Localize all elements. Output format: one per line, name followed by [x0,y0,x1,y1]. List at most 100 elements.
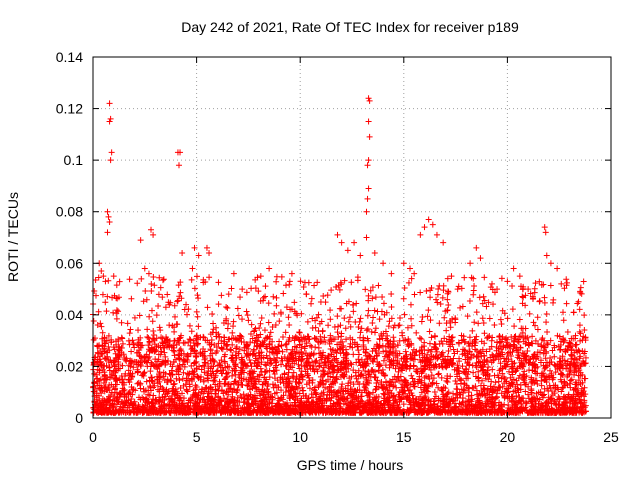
data-point [370,368,377,375]
data-point [299,373,306,380]
data-point [515,375,522,382]
data-point [580,278,587,285]
data-point [495,378,502,385]
data-point [181,407,188,414]
data-point [320,292,327,299]
data-point [338,330,345,337]
data-point [329,378,336,385]
data-point [398,384,405,391]
data-point [413,348,420,355]
data-point [229,367,236,374]
data-point [268,360,275,367]
data-point [562,405,569,412]
data-point [290,394,297,401]
data-point [529,333,536,340]
data-point [416,335,423,342]
data-point [177,384,184,391]
data-point [456,375,463,382]
data-point [312,335,319,342]
data-point [221,395,228,402]
data-point [376,404,383,411]
data-point [351,409,358,416]
data-point [453,385,460,392]
data-point [467,409,474,416]
data-point [312,389,319,396]
data-point [218,387,225,394]
data-point [364,312,371,319]
data-point [330,336,337,343]
data-point [541,373,548,380]
data-point [187,399,194,406]
data-point [474,353,481,360]
data-point [442,385,449,392]
data-point [259,403,266,410]
data-point [118,334,125,341]
data-point [328,395,335,402]
data-point [392,348,399,355]
data-point [385,323,392,330]
data-point [274,400,281,407]
data-point [323,404,330,411]
data-point [487,406,494,413]
data-point [372,294,379,301]
data-point [90,318,97,325]
data-point [293,383,300,390]
data-point [572,399,579,406]
data-point [285,387,292,394]
data-point [546,367,553,374]
data-point [451,409,458,416]
data-point [544,340,551,347]
data-point [278,387,285,394]
data-point [180,382,187,389]
data-point [303,381,310,388]
data-point [510,376,517,383]
data-point [401,378,408,385]
data-point [551,397,558,404]
data-point [291,299,298,306]
data-point [214,347,221,354]
data-point [371,374,378,381]
data-point [400,401,407,408]
data-point [259,381,266,388]
data-point [170,381,177,388]
data-point [327,332,334,339]
data-point [314,279,321,286]
data-point [392,365,399,372]
data-point [135,327,142,334]
data-point [416,373,423,380]
data-point [184,311,190,318]
data-point [335,333,342,340]
data-point [308,295,315,302]
data-point [550,296,557,303]
data-point [523,372,530,379]
data-point [201,396,208,403]
data-point [144,326,151,333]
data-point [306,363,313,370]
data-point [557,376,564,383]
data-point [297,371,304,378]
data-point [343,395,350,402]
data-point [313,366,320,373]
data-point [368,409,375,416]
data-point [130,364,137,371]
data-point [534,314,541,321]
data-point [217,367,224,374]
data-point [510,388,517,395]
data-point [573,409,580,416]
data-point [459,395,466,402]
data-point [321,334,328,341]
data-point [212,381,219,388]
data-point [113,396,120,403]
data-point [340,371,347,378]
data-point [462,370,469,377]
data-point [327,346,334,353]
data-point [486,315,493,322]
data-point [582,354,589,361]
data-point [380,409,387,416]
data-point [146,377,153,384]
data-point [315,344,322,351]
data-point [357,334,364,341]
data-point [498,346,505,353]
data-point [435,371,442,378]
data-point [342,385,349,392]
